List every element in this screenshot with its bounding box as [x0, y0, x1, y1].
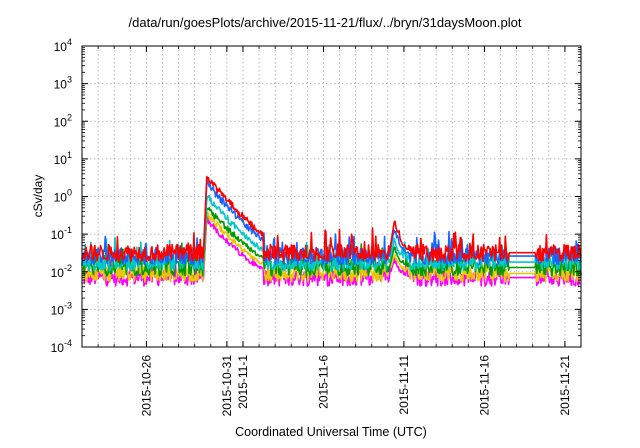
x-tick-label: 2015-11-6 [316, 355, 330, 409]
y-axis-label: cSv/day [31, 175, 45, 218]
y-tick-label: 101 [54, 150, 72, 167]
series-line-green [81, 207, 582, 277]
x-tick-label: 2015-10-26 [139, 355, 153, 417]
grid [82, 46, 581, 347]
x-tick-label: 2015-11-1 [236, 355, 250, 409]
y-tick-label: 10-4 [51, 338, 72, 355]
y-tick-label: 102 [54, 112, 72, 129]
y-tick-label: 103 [54, 75, 72, 92]
series-line-magenta [81, 215, 582, 287]
series-line-red [81, 175, 582, 263]
series-group [81, 175, 582, 287]
x-tick-label: 2015-11-21 [558, 355, 572, 416]
x-axis-label: Coordinated Universal Time (UTC) [235, 425, 427, 439]
ticks: 10-4 10-3 10-2 10-1 100 101 102 103 104 2015-10-2… [51, 37, 581, 416]
y-tick-label: 10-2 [51, 263, 72, 280]
series-line-yellow [81, 212, 582, 283]
x-tick-label: 2015-11-16 [477, 355, 491, 416]
x-tick-label: 2015-11-11 [397, 355, 411, 415]
x-tick-label: 2015-10-31 [220, 355, 234, 417]
y-tick-label: 104 [54, 37, 72, 54]
chart-title: /data/run/goesPlots/archive/2015-11-21/f… [129, 15, 522, 30]
y-tick-label: 10-3 [51, 300, 72, 317]
y-tick-label: 10-1 [51, 225, 72, 242]
y-tick-label: 100 [54, 188, 72, 205]
